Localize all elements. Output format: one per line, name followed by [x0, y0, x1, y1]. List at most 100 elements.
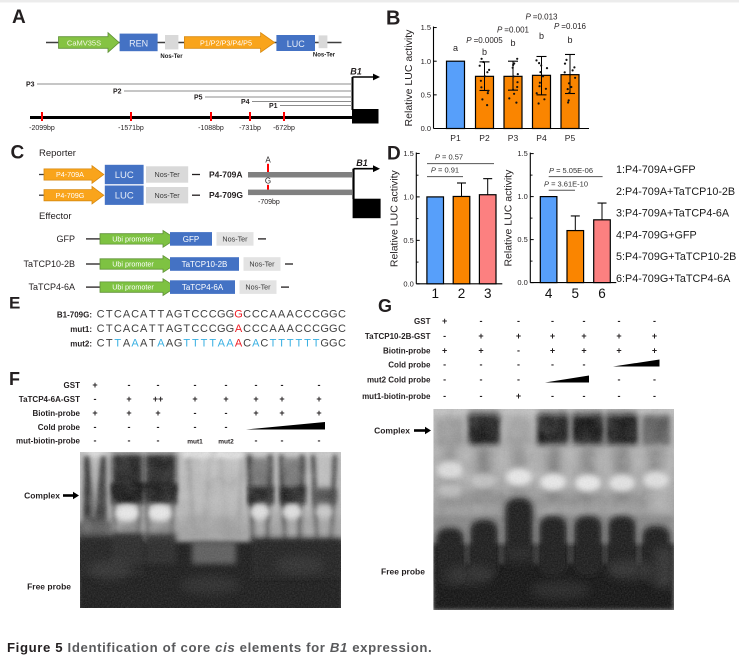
svg-text:+: + — [478, 331, 483, 341]
svg-text:P1: P1 — [450, 133, 461, 143]
svg-text:-: - — [480, 360, 483, 370]
svg-text:-: - — [551, 360, 554, 370]
svg-text:Complex: Complex — [374, 426, 410, 436]
svg-text:5:P4-709G+TaTCP10-2B: 5:P4-709G+TaTCP10-2B — [616, 251, 736, 263]
svg-text:-: - — [618, 316, 621, 326]
svg-text:-: - — [618, 375, 621, 385]
svg-text:3: 3 — [484, 286, 492, 301]
svg-text:-: - — [517, 360, 520, 370]
svg-text:-: - — [480, 391, 483, 401]
svg-text:B1-709G:: B1-709G: — [57, 311, 92, 320]
svg-text:b: b — [482, 47, 487, 57]
svg-text:TaTCP4-6A: TaTCP4-6A — [28, 282, 75, 292]
svg-text:+: + — [616, 331, 621, 341]
svg-text:1.5: 1.5 — [403, 149, 413, 158]
svg-text:+: + — [652, 346, 657, 356]
svg-text:mut2: mut2 — [218, 439, 234, 446]
svg-text:-: - — [225, 380, 228, 390]
svg-text:-: - — [281, 380, 284, 390]
svg-text:1.5: 1.5 — [421, 23, 431, 32]
svg-text:-: - — [128, 380, 131, 390]
svg-text:Nos-Ter: Nos-Ter — [245, 283, 271, 292]
svg-text:P5: P5 — [565, 133, 576, 143]
svg-text:-: - — [653, 375, 656, 385]
svg-text:-: - — [225, 408, 228, 418]
svg-text:b: b — [539, 31, 544, 41]
svg-text:b: b — [567, 35, 572, 45]
svg-text:GFP: GFP — [183, 235, 199, 244]
svg-text:+: + — [442, 346, 447, 356]
svg-text:P4-709G: P4-709G — [209, 190, 243, 200]
svg-text:-: - — [255, 436, 258, 446]
svg-text:-2099bp: -2099bp — [29, 125, 55, 132]
svg-text:+: + — [279, 408, 284, 418]
svg-text:Nos-Ter: Nos-Ter — [249, 260, 275, 269]
svg-text:Ubi promoter: Ubi promoter — [112, 283, 154, 292]
svg-text:5: 5 — [572, 286, 580, 301]
svg-text:P =0.016: P =0.016 — [554, 22, 587, 31]
svg-text:G: G — [265, 177, 271, 186]
svg-text:+: + — [126, 408, 131, 418]
svg-text:+: + — [223, 394, 228, 404]
svg-text:4: 4 — [545, 286, 553, 301]
svg-text:+: + — [550, 346, 555, 356]
svg-text:B: B — [386, 8, 400, 30]
svg-text:+: + — [652, 331, 657, 341]
svg-text:LUC: LUC — [287, 39, 306, 49]
svg-text:CaMV35S: CaMV35S — [67, 39, 101, 48]
svg-text:-: - — [128, 422, 131, 432]
svg-text:+: + — [581, 346, 586, 356]
svg-text:++: ++ — [153, 394, 164, 404]
svg-text:-: - — [653, 316, 656, 326]
svg-text:-: - — [443, 375, 446, 385]
svg-text:+: + — [92, 380, 97, 390]
svg-text:-: - — [583, 360, 586, 370]
svg-text:+: + — [126, 394, 131, 404]
svg-text:Nos-Ter: Nos-Ter — [313, 53, 336, 59]
svg-text:-: - — [653, 391, 656, 401]
svg-text:Relative LUC activity: Relative LUC activity — [403, 29, 415, 127]
svg-text:0.5: 0.5 — [403, 236, 413, 245]
svg-text:a: a — [453, 43, 458, 53]
svg-text:2: 2 — [458, 286, 466, 301]
svg-text:-: - — [583, 316, 586, 326]
svg-text:mut1-biotin-probe: mut1-biotin-probe — [362, 392, 431, 401]
svg-text:P2: P2 — [479, 133, 490, 143]
svg-text:1.5: 1.5 — [517, 149, 527, 158]
svg-text:Relative LUC activity: Relative LUC activity — [502, 169, 514, 267]
svg-text:Ubi promoter: Ubi promoter — [112, 260, 154, 269]
svg-text:+: + — [550, 331, 555, 341]
svg-text:+: + — [616, 346, 621, 356]
svg-text:P1/P2/P3/P4/P5: P1/P2/P3/P4/P5 — [200, 39, 252, 48]
svg-text:+: + — [478, 346, 483, 356]
svg-text:1: 1 — [431, 286, 439, 301]
svg-text:Effector: Effector — [39, 211, 72, 222]
svg-text:P =0.013: P =0.013 — [526, 13, 559, 22]
svg-text:-: - — [318, 436, 321, 446]
svg-text:6: 6 — [598, 286, 606, 301]
svg-text:b: b — [510, 38, 515, 48]
svg-text:Relative LUC activity: Relative LUC activity — [388, 169, 400, 267]
svg-text:+: + — [253, 408, 258, 418]
svg-text:G: G — [378, 296, 392, 316]
svg-text:-709bp: -709bp — [258, 199, 280, 206]
svg-text:-1088bp: -1088bp — [198, 125, 224, 132]
svg-text:0.0: 0.0 — [403, 279, 413, 288]
svg-text:-: - — [157, 380, 160, 390]
svg-text:Figure 5 Identification of cor: Figure 5 Identification of core cis elem… — [7, 640, 432, 655]
svg-text:mut1:: mut1: — [70, 325, 92, 334]
svg-text:D: D — [387, 144, 401, 165]
svg-text:P4: P4 — [241, 99, 250, 106]
svg-text:LUC: LUC — [115, 170, 134, 181]
svg-text:P = 3.61E-10: P = 3.61E-10 — [544, 180, 588, 189]
svg-text:+: + — [316, 408, 321, 418]
svg-text:mut1: mut1 — [187, 439, 203, 446]
svg-text:Nos-Ter: Nos-Ter — [155, 191, 181, 200]
svg-text:+: + — [192, 394, 197, 404]
svg-text:-: - — [517, 375, 520, 385]
svg-text:-1571bp: -1571bp — [118, 125, 144, 132]
svg-text:A: A — [12, 7, 26, 28]
svg-text:-: - — [443, 391, 446, 401]
svg-text:-: - — [443, 360, 446, 370]
